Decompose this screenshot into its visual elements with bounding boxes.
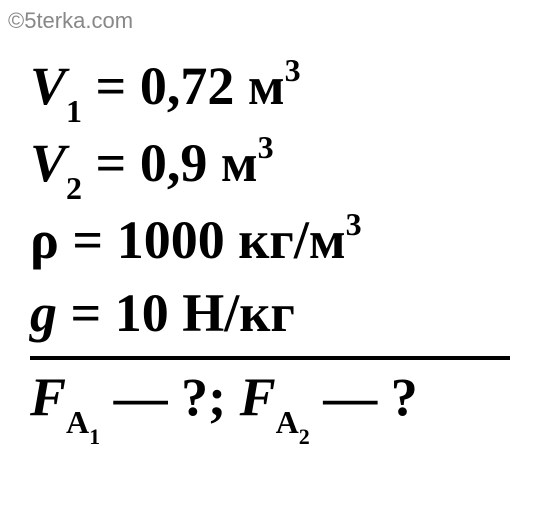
space <box>225 210 239 270</box>
sub-a: A <box>276 404 299 440</box>
var-v1: V <box>30 56 66 116</box>
sub-2: 2 <box>66 170 82 206</box>
line-find: FA1 — ?; FA2 — ? <box>30 366 526 440</box>
sub-a: A <box>66 404 89 440</box>
var-rho: ρ <box>30 210 59 270</box>
val-rho: 1000 <box>117 210 225 270</box>
physics-problem-givens: V1 = 0,72 м3 V2 = 0,9 м3 ρ = 1000 кг/м3 … <box>0 0 556 460</box>
sub-1: 1 <box>66 93 82 129</box>
subsub-1: 1 <box>89 424 100 449</box>
sub-a2: A2 <box>276 404 310 440</box>
divider-line <box>30 356 510 360</box>
space <box>234 56 248 116</box>
unit-nkg: Н/кг <box>182 283 295 343</box>
sep: ; <box>208 367 239 427</box>
val-v2: 0,9 <box>140 133 208 193</box>
var-fa1: F <box>30 367 66 427</box>
dash: — <box>100 367 181 427</box>
val-g: 10 <box>115 283 169 343</box>
unit-m: м <box>221 133 258 193</box>
sub-a1: A1 <box>66 404 100 440</box>
dash: — <box>310 367 391 427</box>
qmark: ? <box>181 367 208 427</box>
line-g: g = 10 Н/кг <box>30 277 526 350</box>
eq: = <box>57 283 115 343</box>
line-v1: V1 = 0,72 м3 <box>30 50 526 127</box>
eq: = <box>59 210 117 270</box>
qmark: ? <box>391 367 418 427</box>
subsub-2: 2 <box>299 424 310 449</box>
exp-3: 3 <box>258 129 274 165</box>
val-v1: 0,72 <box>140 56 235 116</box>
exp-3: 3 <box>285 52 301 88</box>
unit-m: м <box>248 56 285 116</box>
var-fa2: F <box>240 367 276 427</box>
line-rho: ρ = 1000 кг/м3 <box>30 204 526 277</box>
line-v2: V2 = 0,9 м3 <box>30 127 526 204</box>
watermark-text: ©5terka.com <box>8 8 133 34</box>
var-v2: V <box>30 133 66 193</box>
var-g: g <box>30 283 57 343</box>
space <box>169 283 183 343</box>
eq: = <box>82 133 140 193</box>
unit-kgm: кг/м <box>238 210 345 270</box>
space <box>207 133 221 193</box>
eq: = <box>82 56 140 116</box>
exp-3: 3 <box>346 206 362 242</box>
